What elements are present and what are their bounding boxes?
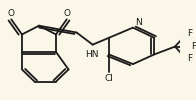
Text: N: N — [135, 18, 142, 27]
Text: F: F — [188, 29, 193, 38]
Text: F: F — [188, 54, 193, 63]
Text: F: F — [191, 42, 196, 51]
Text: Cl: Cl — [104, 74, 113, 83]
Text: HN: HN — [85, 50, 99, 59]
Text: O: O — [63, 9, 70, 18]
Text: O: O — [8, 9, 15, 18]
